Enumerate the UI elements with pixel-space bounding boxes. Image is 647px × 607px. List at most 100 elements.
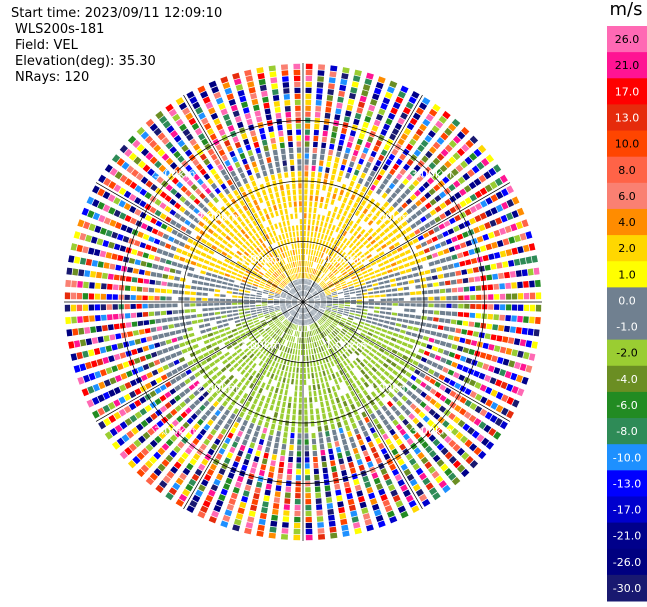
velocity-cell (348, 92, 356, 100)
velocity-cell (337, 311, 343, 315)
velocity-cell (360, 267, 366, 272)
velocity-cell (364, 141, 372, 149)
velocity-cell (346, 104, 353, 111)
velocity-cell (340, 215, 346, 222)
velocity-cell (474, 214, 482, 223)
velocity-cell (492, 273, 499, 280)
velocity-cell (428, 303, 434, 308)
velocity-cell (349, 291, 356, 294)
velocity-cell (345, 225, 351, 232)
velocity-cell (456, 363, 464, 371)
velocity-cell (365, 335, 372, 340)
velocity-cell (404, 303, 410, 307)
velocity-cell (364, 78, 373, 86)
velocity-cell (386, 307, 392, 311)
velocity-cell (315, 285, 320, 290)
velocity-cell (483, 171, 492, 180)
velocity-cell (488, 344, 495, 351)
velocity-cell (342, 230, 348, 237)
velocity-cell (315, 270, 319, 276)
velocity-cell (319, 202, 323, 209)
velocity-cell (448, 140, 457, 149)
velocity-cell (515, 270, 522, 277)
velocity-cell (314, 295, 319, 298)
velocity-cell (395, 277, 402, 281)
velocity-cell (365, 319, 372, 324)
velocity-cell (332, 252, 338, 259)
velocity-cell (436, 364, 444, 371)
velocity-cell (400, 229, 407, 236)
velocity-cell (468, 321, 475, 327)
velocity-cell (424, 192, 432, 199)
velocity-cell (336, 102, 343, 109)
velocity-cell (400, 192, 407, 200)
velocity-cell (306, 293, 310, 298)
velocity-cell (505, 347, 513, 355)
velocity-cell (514, 234, 521, 243)
velocity-cell (348, 270, 354, 275)
velocity-cell (463, 220, 471, 228)
velocity-cell (347, 212, 353, 219)
velocity-cell (321, 142, 327, 149)
velocity-cell (437, 180, 445, 188)
velocity-cell (351, 124, 358, 131)
velocity-cell (329, 274, 335, 280)
velocity-cell (312, 219, 315, 226)
velocity-cell (448, 379, 456, 387)
velocity-cell (451, 344, 458, 350)
velocity-cell (308, 297, 314, 300)
velocity-cell (381, 343, 387, 349)
velocity-cell (354, 69, 362, 77)
velocity-cell (332, 296, 338, 299)
velocity-cell (309, 280, 313, 286)
velocity-cell (478, 372, 486, 380)
velocity-cell (485, 209, 493, 218)
velocity-cell (439, 281, 445, 286)
velocity-cell (326, 229, 330, 235)
velocity-cell (506, 185, 514, 194)
velocity-cell (511, 385, 519, 394)
velocity-cell (409, 260, 416, 266)
velocity-cell (422, 181, 430, 189)
velocity-cell (327, 281, 333, 286)
velocity-cell (424, 222, 431, 229)
velocity-cell (337, 96, 344, 103)
velocity-cell (463, 286, 470, 292)
velocity-cell (345, 265, 351, 270)
velocity-cell (535, 304, 542, 312)
velocity-cell (308, 301, 315, 302)
velocity-cell (433, 282, 439, 287)
velocity-cell (506, 410, 514, 419)
velocity-cell (375, 227, 382, 234)
velocity-cell (454, 191, 462, 200)
velocity-cell (326, 262, 331, 268)
velocity-cell (495, 204, 504, 213)
velocity-cell (308, 207, 312, 213)
velocity-cell (366, 175, 373, 183)
velocity-cell (370, 261, 377, 266)
velocity-cell (410, 297, 416, 301)
velocity-cell (319, 309, 325, 313)
velocity-cell (525, 256, 532, 264)
velocity-cell (363, 216, 370, 223)
velocity-cell (363, 273, 369, 278)
velocity-cell (469, 379, 477, 387)
velocity-cell (368, 295, 374, 298)
velocity-cell (499, 314, 505, 321)
velocity-cell (356, 305, 362, 308)
velocity-cell (354, 258, 360, 263)
velocity-cell (449, 327, 456, 333)
velocity-cell (342, 197, 348, 204)
velocity-cell (347, 199, 353, 206)
velocity-cell (374, 294, 380, 298)
velocity-cell (405, 268, 412, 273)
velocity-cell (436, 233, 444, 240)
velocity-cell (330, 199, 335, 205)
velocity-cell (508, 236, 516, 244)
velocity-cell (323, 276, 328, 281)
velocity-cell (485, 197, 493, 205)
velocity-cell (320, 297, 326, 299)
velocity-cell (361, 312, 368, 315)
velocity-cell (368, 271, 375, 276)
velocity-cell (410, 154, 418, 162)
